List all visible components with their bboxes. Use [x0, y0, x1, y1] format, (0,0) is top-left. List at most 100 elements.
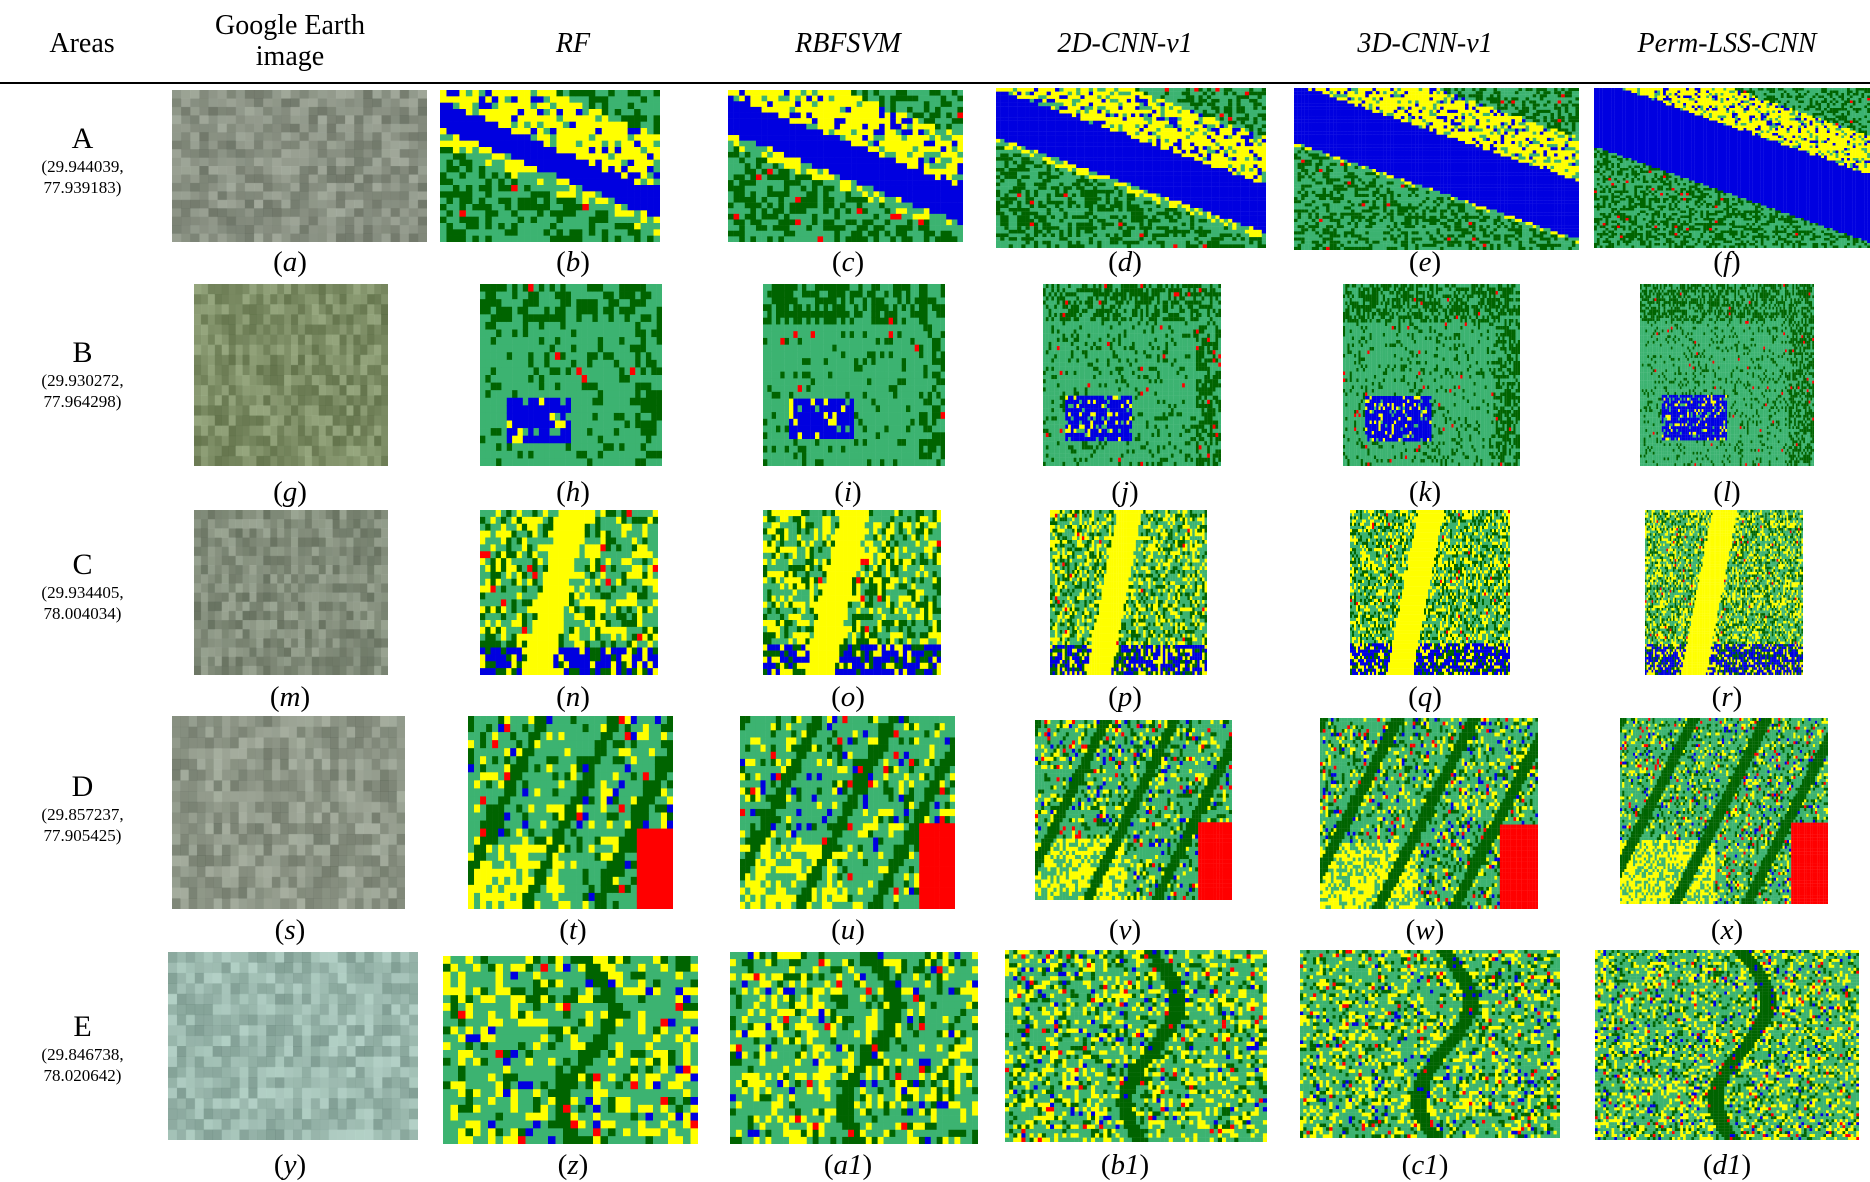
classification-map [996, 88, 1266, 248]
caption-paren-open: ( [273, 476, 283, 508]
caption-letter: k [1419, 476, 1432, 508]
caption-paren-close: ) [579, 1149, 589, 1181]
caption-paren-open: ( [556, 681, 566, 713]
google-earth-image [168, 952, 418, 1140]
caption-paren-close: ) [1733, 914, 1743, 946]
caption-paren-open: ( [1402, 1149, 1412, 1181]
caption-letter: v [1119, 914, 1132, 946]
caption-paren-close: ) [1131, 914, 1141, 946]
caption-paren-open: ( [831, 914, 841, 946]
subfigure-caption: (e) [1409, 247, 1441, 277]
caption-letter: u [841, 914, 856, 946]
area-letter: C [0, 548, 165, 582]
area-coord-lon: 77.905425) [0, 825, 165, 846]
caption-paren-close: ) [855, 681, 865, 713]
header-method-3dcnn: 3D-CNN-v1 [1357, 28, 1492, 59]
area-letter: D [0, 770, 165, 804]
header-method-rf: RF [556, 28, 590, 59]
classification-map [1620, 718, 1828, 904]
classification-map [480, 510, 658, 675]
subfigure-caption: (a1) [824, 1150, 872, 1180]
caption-paren-close: ) [296, 1149, 306, 1181]
caption-letter: z [567, 1149, 578, 1181]
header-rule [0, 82, 1870, 84]
caption-paren-open: ( [1406, 914, 1416, 946]
classification-map [1294, 88, 1579, 250]
area-coord-lat: (29.857237, [0, 804, 165, 825]
caption-letter: i [844, 476, 852, 508]
caption-letter: b [566, 246, 581, 278]
caption-paren-close: ) [855, 914, 865, 946]
caption-paren-close: ) [852, 476, 862, 508]
classification-map [1043, 284, 1221, 466]
classification-map [728, 90, 963, 242]
subfigure-caption: (d1) [1703, 1150, 1751, 1180]
caption-paren-close: ) [1431, 246, 1441, 278]
caption-paren-open: ( [273, 246, 283, 278]
google-earth-image [194, 284, 388, 466]
subfigure-caption: (z) [558, 1150, 589, 1180]
caption-paren-open: ( [832, 246, 842, 278]
caption-letter: f [1723, 246, 1731, 278]
classification-map [1320, 718, 1538, 909]
caption-paren-close: ) [580, 246, 590, 278]
caption-paren-open: ( [1108, 246, 1118, 278]
header-google-earth-line2: image [215, 41, 365, 72]
area-coord-lon: 78.020642) [0, 1065, 165, 1086]
subfigure-caption: (s) [275, 915, 306, 945]
caption-letter: r [1721, 681, 1732, 713]
subfigure-caption: (j) [1111, 477, 1138, 507]
header-areas: Areas [49, 28, 114, 59]
area-label-c: C (29.934405, 78.004034) [0, 548, 165, 624]
caption-paren-open: ( [558, 1149, 568, 1181]
classification-map [1594, 88, 1870, 248]
classification-map [1645, 510, 1803, 675]
classification-map [763, 284, 945, 466]
header-method-2dcnn: 2D-CNN-v1 [1057, 28, 1192, 59]
caption-letter: n [566, 681, 581, 713]
header-google-earth: Google Earth image [215, 10, 365, 72]
subfigure-caption: (o) [831, 682, 865, 712]
classification-map [1005, 950, 1267, 1142]
caption-paren-open: ( [274, 1149, 284, 1181]
caption-letter: d1 [1713, 1149, 1742, 1181]
area-letter: B [0, 336, 165, 370]
caption-letter: a1 [834, 1149, 863, 1181]
subfigure-caption: (t) [559, 915, 586, 945]
caption-paren-close: ) [1132, 681, 1142, 713]
subfigure-caption: (n) [556, 682, 590, 712]
subfigure-caption: (p) [1108, 682, 1142, 712]
area-label-a: A (29.944039, 77.939183) [0, 122, 165, 198]
area-coord-lon: 78.004034) [0, 603, 165, 624]
caption-paren-open: ( [1711, 914, 1721, 946]
classification-map [468, 716, 673, 909]
subfigure-caption: (v) [1109, 915, 1141, 945]
google-earth-image [194, 510, 388, 675]
caption-letter: w [1415, 914, 1434, 946]
caption-paren-close: ) [296, 914, 306, 946]
caption-paren-close: ) [1731, 246, 1741, 278]
subfigure-caption: (b1) [1101, 1150, 1149, 1180]
caption-paren-close: ) [297, 476, 307, 508]
subfigure-caption: (r) [1712, 682, 1743, 712]
classification-map [1035, 720, 1232, 900]
area-label-d: D (29.857237, 77.905425) [0, 770, 165, 846]
caption-paren-open: ( [270, 681, 280, 713]
classification-map [1595, 950, 1859, 1140]
caption-letter: c [842, 246, 855, 278]
caption-letter: s [284, 914, 295, 946]
caption-paren-close: ) [577, 914, 587, 946]
caption-paren-open: ( [1108, 681, 1118, 713]
area-letter: A [0, 122, 165, 156]
caption-paren-close: ) [1733, 681, 1743, 713]
classification-map [1050, 510, 1207, 675]
caption-paren-close: ) [1129, 476, 1139, 508]
caption-letter: e [1419, 246, 1432, 278]
header-method-permlss: Perm-LSS-CNN [1638, 28, 1817, 59]
caption-paren-open: ( [275, 914, 285, 946]
caption-paren-open: ( [831, 681, 841, 713]
area-coord-lat: (29.930272, [0, 370, 165, 391]
caption-letter: q [1418, 681, 1433, 713]
caption-letter: x [1721, 914, 1734, 946]
caption-paren-open: ( [556, 476, 566, 508]
